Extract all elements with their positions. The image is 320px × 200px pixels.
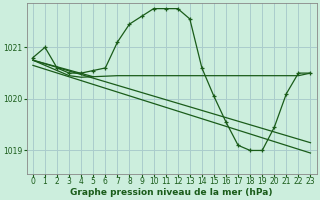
X-axis label: Graphe pression niveau de la mer (hPa): Graphe pression niveau de la mer (hPa) <box>70 188 273 197</box>
